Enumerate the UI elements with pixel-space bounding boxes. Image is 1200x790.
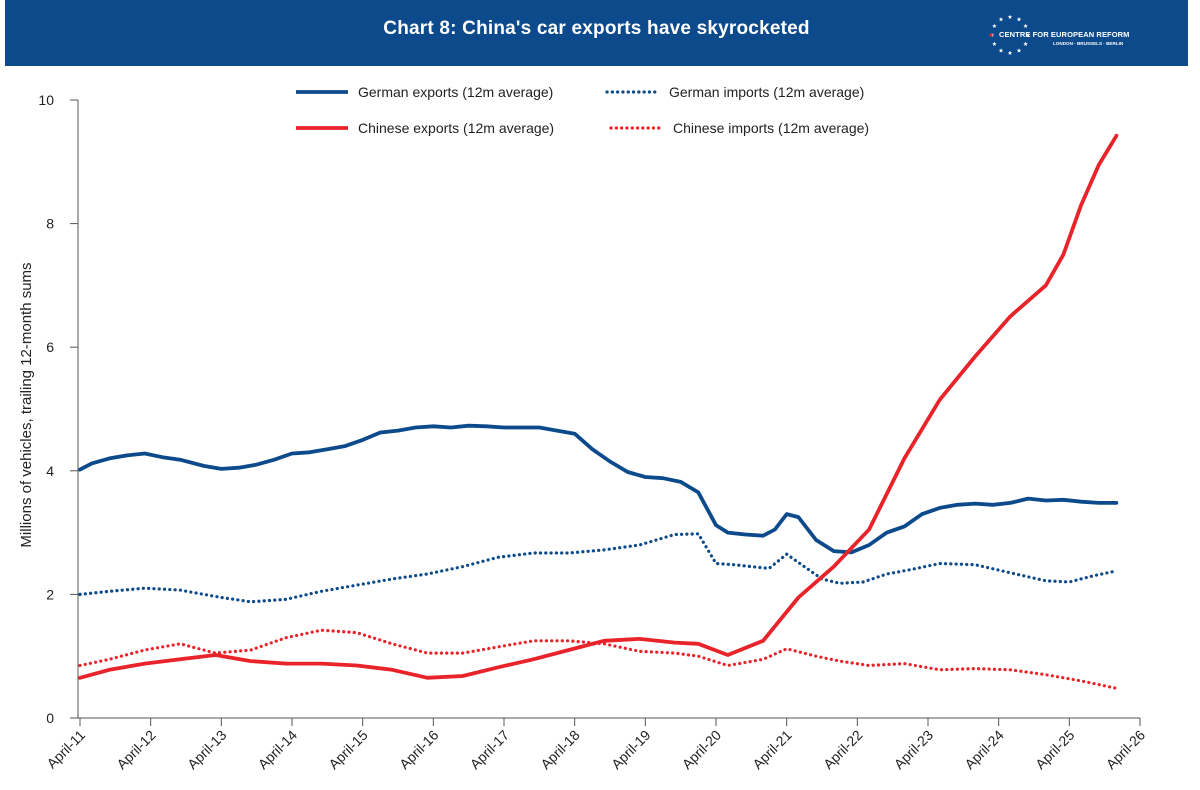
legend-label: Chinese imports (12m average) — [673, 120, 869, 136]
series-line-chinese-exports — [78, 133, 1119, 680]
legend-label: Chinese exports (12m average) — [358, 120, 554, 136]
legend-entry: German imports (12m average) — [605, 84, 864, 100]
legend-entry: Chinese exports (12m average) — [296, 120, 554, 136]
x-tick-label: April-23 — [891, 727, 937, 773]
legend-label: German imports (12m average) — [669, 84, 864, 100]
x-tick-label: April-13 — [184, 727, 230, 773]
y-tick-label: 8 — [46, 216, 54, 232]
x-tick-label: April-24 — [961, 727, 1007, 773]
x-tick-label: April-19 — [608, 727, 654, 773]
x-tick-label: April-20 — [679, 727, 725, 773]
x-tick-label: April-17 — [467, 727, 513, 773]
y-tick-label: 2 — [46, 586, 54, 602]
legend-label: German exports (12m average) — [358, 84, 553, 100]
x-tick-label: April-25 — [1032, 727, 1078, 773]
cer-logo: CENTRE FOR EUROPEAN REFORM LONDON · BRUS… — [987, 12, 1147, 58]
series-line-german-imports — [78, 532, 1118, 604]
series-line-german-exports — [78, 423, 1119, 555]
x-tick-label: April-11 — [43, 727, 88, 772]
x-tick-label: April-18 — [537, 727, 583, 773]
x-tick-label: April-16 — [396, 727, 442, 773]
legend-entry: Chinese imports (12m average) — [609, 120, 869, 136]
y-tick-label: 4 — [46, 463, 54, 479]
x-tick-label: April-26 — [1103, 727, 1149, 773]
y-axis-label: Millions of vehicles, trailing 12-month … — [18, 262, 35, 547]
y-tick-label: 10 — [38, 92, 54, 108]
legend-entry: German exports (12m average) — [296, 84, 553, 100]
chart-header: Chart 8: China's car exports have skyroc… — [5, 0, 1188, 66]
x-tick-label: April-15 — [325, 727, 371, 773]
series-line-chinese-imports — [78, 628, 1118, 690]
x-tick-label: April-14 — [255, 727, 301, 773]
y-tick-label: 0 — [46, 710, 54, 726]
logo-name: CENTRE FOR EUROPEAN REFORM — [999, 30, 1130, 39]
y-tick-label: 6 — [46, 339, 54, 355]
chart-title: Chart 8: China's car exports have skyroc… — [383, 18, 810, 39]
x-tick-label: April-12 — [113, 727, 159, 773]
eu-stars-icon — [989, 14, 1031, 55]
x-tick-label: April-21 — [749, 727, 795, 773]
x-tick-label: April-22 — [820, 727, 866, 773]
logo-cities: LONDON · BRUSSELS · BERLIN — [1053, 41, 1124, 46]
